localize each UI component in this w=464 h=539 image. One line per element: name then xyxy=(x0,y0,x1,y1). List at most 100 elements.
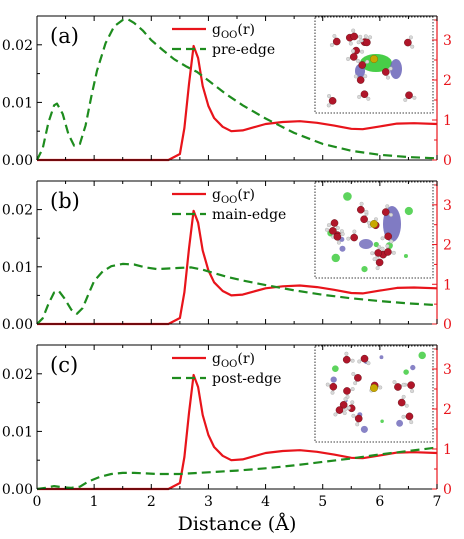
hydrogen-atom xyxy=(326,103,331,108)
hydrogen-atom xyxy=(375,266,380,271)
oxygen-atom xyxy=(394,383,402,391)
hydrogen-atom xyxy=(350,387,355,392)
hydrogen-atom xyxy=(335,226,340,230)
x-tick-label: 6 xyxy=(375,494,384,510)
density-blob xyxy=(379,355,384,360)
oxygen-atom xyxy=(405,412,414,421)
oxygen-atom xyxy=(358,61,367,69)
x-tick-label: 5 xyxy=(318,494,327,510)
hydrogen-atom xyxy=(325,227,329,232)
legend-label-edge: pre-edge xyxy=(212,42,275,58)
density-blob xyxy=(360,425,368,433)
density-blob xyxy=(410,364,416,371)
hydrogen-atom xyxy=(385,204,390,209)
series-line-goo xyxy=(37,44,438,162)
oxygen-atom xyxy=(354,374,362,382)
oxygen-atom xyxy=(335,406,344,414)
oxygen-atom xyxy=(375,258,384,267)
hydrogen-atom xyxy=(389,239,394,244)
hydrogen-atom xyxy=(355,58,360,63)
hydrogen-atom xyxy=(351,49,356,53)
right-tick-label: 0 xyxy=(443,153,452,169)
hydrogen-atom xyxy=(410,389,415,394)
hydrogen-atom xyxy=(350,358,355,363)
legend-label-goo: gOO(r) xyxy=(212,351,255,370)
hydrogen-atom xyxy=(401,414,406,419)
hydrogen-atom xyxy=(346,236,351,241)
left-tick-label: 0.00 xyxy=(2,317,33,333)
hydrogen-atom xyxy=(348,41,353,46)
hydrogen-atom xyxy=(346,57,351,61)
hydrogen-atom xyxy=(372,257,377,262)
oxygen-atom xyxy=(405,91,413,100)
hydrogen-atom xyxy=(368,35,373,40)
oxygen-atom xyxy=(384,232,392,241)
oxygen-atom xyxy=(342,355,351,364)
density-blob xyxy=(330,376,337,383)
oxygen-atom xyxy=(407,381,415,389)
oxygen-atom xyxy=(360,215,368,224)
hydrogen-atom xyxy=(391,250,396,255)
hydrogen-atom xyxy=(388,66,393,71)
right-tick-label: 2 xyxy=(443,238,452,254)
center-atom xyxy=(370,384,379,393)
hydrogen-atom xyxy=(364,209,369,214)
hydrogen-atom xyxy=(359,38,364,43)
hydrogen-atom xyxy=(351,413,356,418)
hydrogen-atom xyxy=(366,361,371,366)
panel-c: 0.00 0.01 0.02 0 1 2 3 0 1 2 3 4 5 6 7 (c) gOO(r)post-ed… xyxy=(2,344,452,510)
hydrogen-atom xyxy=(365,59,370,64)
hydrogen-atom xyxy=(363,74,368,79)
inset-border xyxy=(314,345,434,443)
hydrogen-atom xyxy=(327,94,331,98)
density-blob xyxy=(418,351,426,360)
hydrogen-atom xyxy=(389,212,394,217)
hydrogen-atom xyxy=(385,244,390,248)
hydrogen-atom xyxy=(325,382,330,387)
hydrogen-atom xyxy=(358,34,363,39)
right-tick-label: 3 xyxy=(443,198,452,214)
oxygen-atom xyxy=(343,387,351,395)
left-tick-label: 0.02 xyxy=(2,38,33,54)
density-blob xyxy=(373,241,379,248)
hydrogen-atom xyxy=(366,96,371,101)
oxygen-atom xyxy=(349,53,358,61)
x-tick-label: 7 xyxy=(433,494,442,510)
oxygen-atom xyxy=(374,249,383,257)
oxygen-atom xyxy=(350,32,359,41)
density-blob xyxy=(403,253,408,259)
oxygen-atom xyxy=(404,38,412,47)
left-tick-label: 0.01 xyxy=(2,424,33,440)
hydrogen-atom xyxy=(353,381,358,386)
oxygen-atom xyxy=(363,38,371,47)
hydrogen-atom xyxy=(360,49,364,54)
left-tick-label: 0.00 xyxy=(2,153,33,169)
hydrogen-atom xyxy=(357,359,362,364)
oxygen-atom xyxy=(333,233,342,241)
right-tick-label: 1 xyxy=(443,113,452,129)
panel-b: 0.00 0.01 0.02 0 1 2 3 (b) gOO(r)main-edge xyxy=(2,180,452,333)
hydrogen-atom xyxy=(401,382,406,387)
oxygen-atom xyxy=(354,414,363,423)
hydrogen-atom xyxy=(380,246,385,251)
density-blob xyxy=(404,206,413,216)
right-tick-label: 2 xyxy=(443,402,452,418)
density-blob xyxy=(396,419,404,427)
hydrogen-atom xyxy=(329,43,334,47)
left-tick-label: 0.00 xyxy=(2,482,33,498)
hydrogen-atom xyxy=(392,380,397,385)
hydrogen-atom xyxy=(378,385,383,390)
hydrogen-atom xyxy=(343,397,348,402)
hydrogen-atom xyxy=(403,97,408,102)
oxygen-atom xyxy=(360,90,369,99)
oxygen-atom xyxy=(332,37,341,46)
hydrogen-atom xyxy=(380,236,385,241)
hydrogen-atom xyxy=(363,34,368,39)
legend-label-goo: gOO(r) xyxy=(212,187,255,206)
right-tick-label: 0 xyxy=(443,317,452,333)
density-blob xyxy=(361,266,368,273)
hydrogen-atom xyxy=(386,75,390,80)
oxygen-atom xyxy=(330,219,339,227)
hydrogen-atom xyxy=(332,34,337,38)
